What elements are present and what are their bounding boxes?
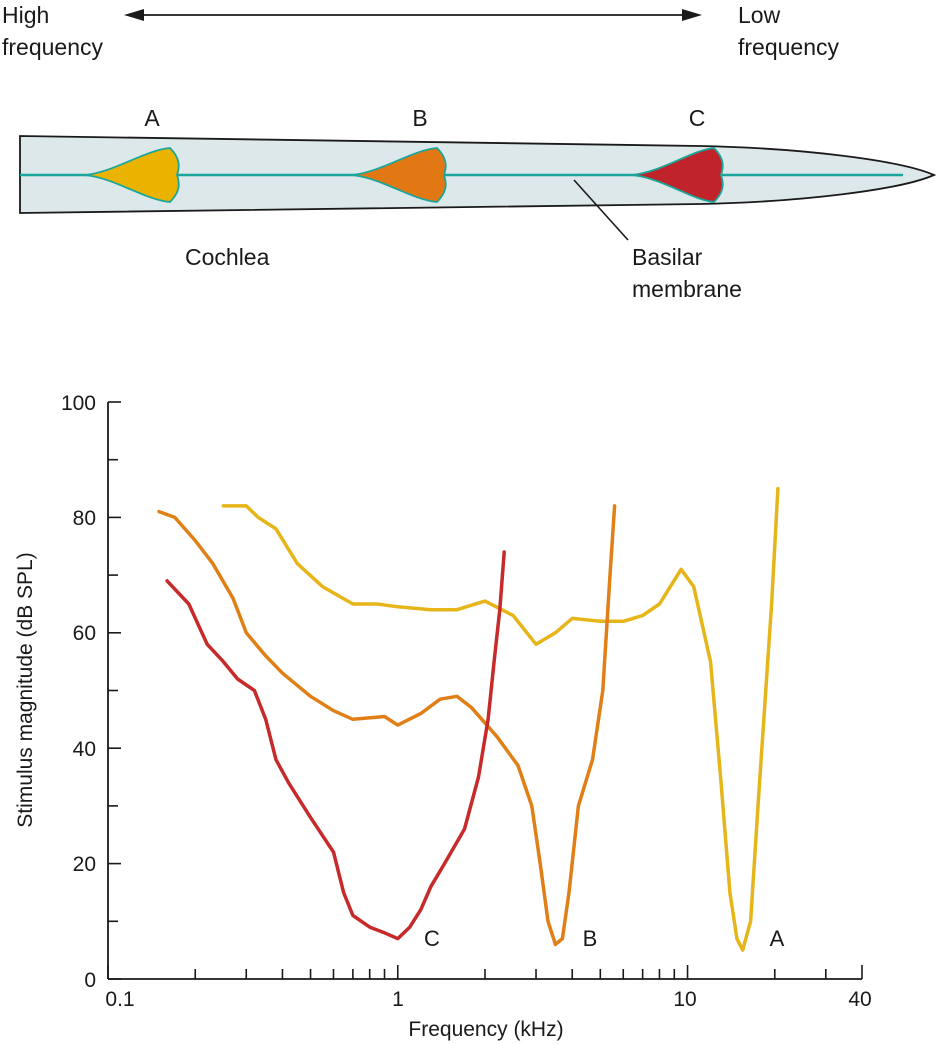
- high-frequency-label-line2: frequency: [2, 34, 104, 60]
- x-axis-title: Frequency (kHz): [408, 1018, 563, 1041]
- bulge-c-label: C: [689, 105, 706, 131]
- y-axis-title: Stimulus magnitude (dB SPL): [14, 552, 37, 827]
- tuning-curve-b: [157, 504, 617, 947]
- chart-axes: [107, 402, 862, 980]
- bulge-b-label: B: [412, 105, 427, 131]
- tuning-curves: [157, 486, 780, 952]
- basilar-label-line1: Basilar: [632, 244, 703, 270]
- y-tick-label-0: 0: [84, 969, 96, 992]
- x-tick-label-40: 40: [848, 988, 871, 1011]
- y-tick-label-80: 80: [73, 507, 96, 530]
- tuning-curve-c: [165, 550, 506, 941]
- y-axis-ticks: [108, 401, 121, 980]
- y-tick-label-20: 20: [73, 853, 96, 876]
- cochlea-label: Cochlea: [185, 244, 270, 270]
- bulge-b: [351, 147, 447, 203]
- frequency-gradient-arrow: [124, 9, 702, 21]
- bulge-a: [84, 147, 180, 203]
- x-tick-label-10: 10: [673, 988, 696, 1011]
- low-frequency-label-line2: frequency: [738, 34, 840, 60]
- high-frequency-label-line1: High: [2, 2, 49, 28]
- y-tick-label-100: 100: [61, 392, 96, 415]
- curve-b-label: B: [583, 926, 598, 951]
- y-tick-label-60: 60: [73, 622, 96, 645]
- x-tick-label-1: 1: [392, 988, 404, 1011]
- x-axis-ticks: [107, 965, 863, 979]
- bulge-c: [631, 147, 724, 203]
- x-tick-label-0-1: 0.1: [105, 988, 134, 1011]
- curve-c-label: C: [424, 926, 440, 951]
- bulge-a-label: A: [144, 105, 160, 131]
- basilar-pointer-line: [573, 179, 629, 241]
- tuning-curve-a: [221, 486, 780, 952]
- low-frequency-label-line1: Low: [738, 2, 781, 28]
- y-tick-label-40: 40: [73, 738, 96, 761]
- basilar-label-line2: membrane: [632, 276, 742, 302]
- curve-a-label: A: [770, 926, 785, 951]
